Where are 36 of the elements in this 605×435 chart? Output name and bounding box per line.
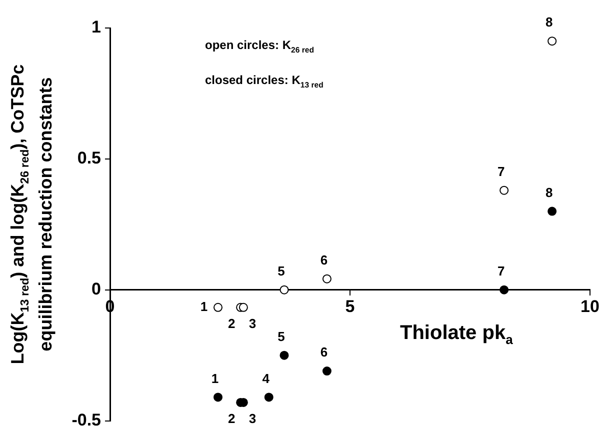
annotation: open circles: K$_{26 red}$	[205, 38, 314, 54]
y-tick-label: 1	[92, 18, 101, 37]
point	[548, 206, 557, 216]
annotation: 3	[248, 411, 256, 426]
x-tick-label: 5	[345, 296, 355, 316]
annotation: 7	[497, 263, 505, 278]
point	[214, 302, 222, 312]
point	[500, 186, 509, 195]
annotation: 2	[228, 316, 236, 331]
annotation: 3	[248, 316, 256, 331]
annotation: 8	[545, 184, 553, 200]
x-axis-title: Thiolate pk$_{a}$	[400, 322, 513, 347]
point	[500, 285, 509, 294]
point	[280, 350, 289, 360]
point	[322, 366, 332, 376]
point	[264, 392, 274, 402]
annotation: 1	[211, 370, 219, 386]
y-tick-label: -0.5	[72, 410, 101, 430]
x-tick-label: 10	[580, 296, 600, 316]
annotation: 4	[262, 370, 270, 386]
point	[280, 285, 289, 294]
annotation: 2	[228, 411, 236, 426]
annotation: 5	[278, 328, 285, 344]
y-tick-label: 0.5	[77, 148, 101, 168]
point	[214, 392, 222, 402]
annotation: 6	[320, 344, 328, 360]
point	[322, 274, 332, 284]
annotation: 1	[200, 298, 208, 314]
annotation: 6	[320, 252, 328, 268]
annotation: 8	[545, 14, 553, 30]
y-tick-label: 0	[92, 280, 101, 299]
annotation: closed circles: K$_{13 red}$	[205, 73, 324, 90]
annotation: 7	[497, 164, 505, 179]
point	[548, 36, 557, 46]
annotation: 5	[278, 263, 285, 278]
point	[238, 302, 248, 312]
